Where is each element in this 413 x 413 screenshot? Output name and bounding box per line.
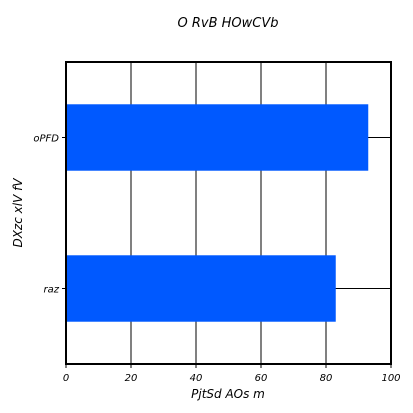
x-tick-label: 80: [320, 373, 333, 384]
chart-title: O RvB HOwCVb: [177, 16, 278, 31]
x-tick-label: 0: [63, 373, 69, 384]
bar-raz: [66, 255, 336, 322]
bar-oPFD: [66, 104, 369, 171]
x-tick-label: 60: [255, 373, 268, 384]
y-tick-label: raz: [44, 285, 60, 296]
x-tick-label: 40: [190, 373, 203, 384]
y-axis-label: DXzc xlV fV: [11, 178, 25, 248]
bars: [66, 104, 369, 322]
plot-frame: [65, 61, 392, 365]
ticks: 0 20 40 60 80 100 raz oPFD: [33, 134, 400, 385]
x-tick-label: 20: [125, 373, 138, 384]
x-tick-label: 100: [381, 373, 400, 384]
y-tick-label: oPFD: [33, 134, 59, 145]
x-axis-label: PjtSd AOs m: [191, 387, 265, 401]
